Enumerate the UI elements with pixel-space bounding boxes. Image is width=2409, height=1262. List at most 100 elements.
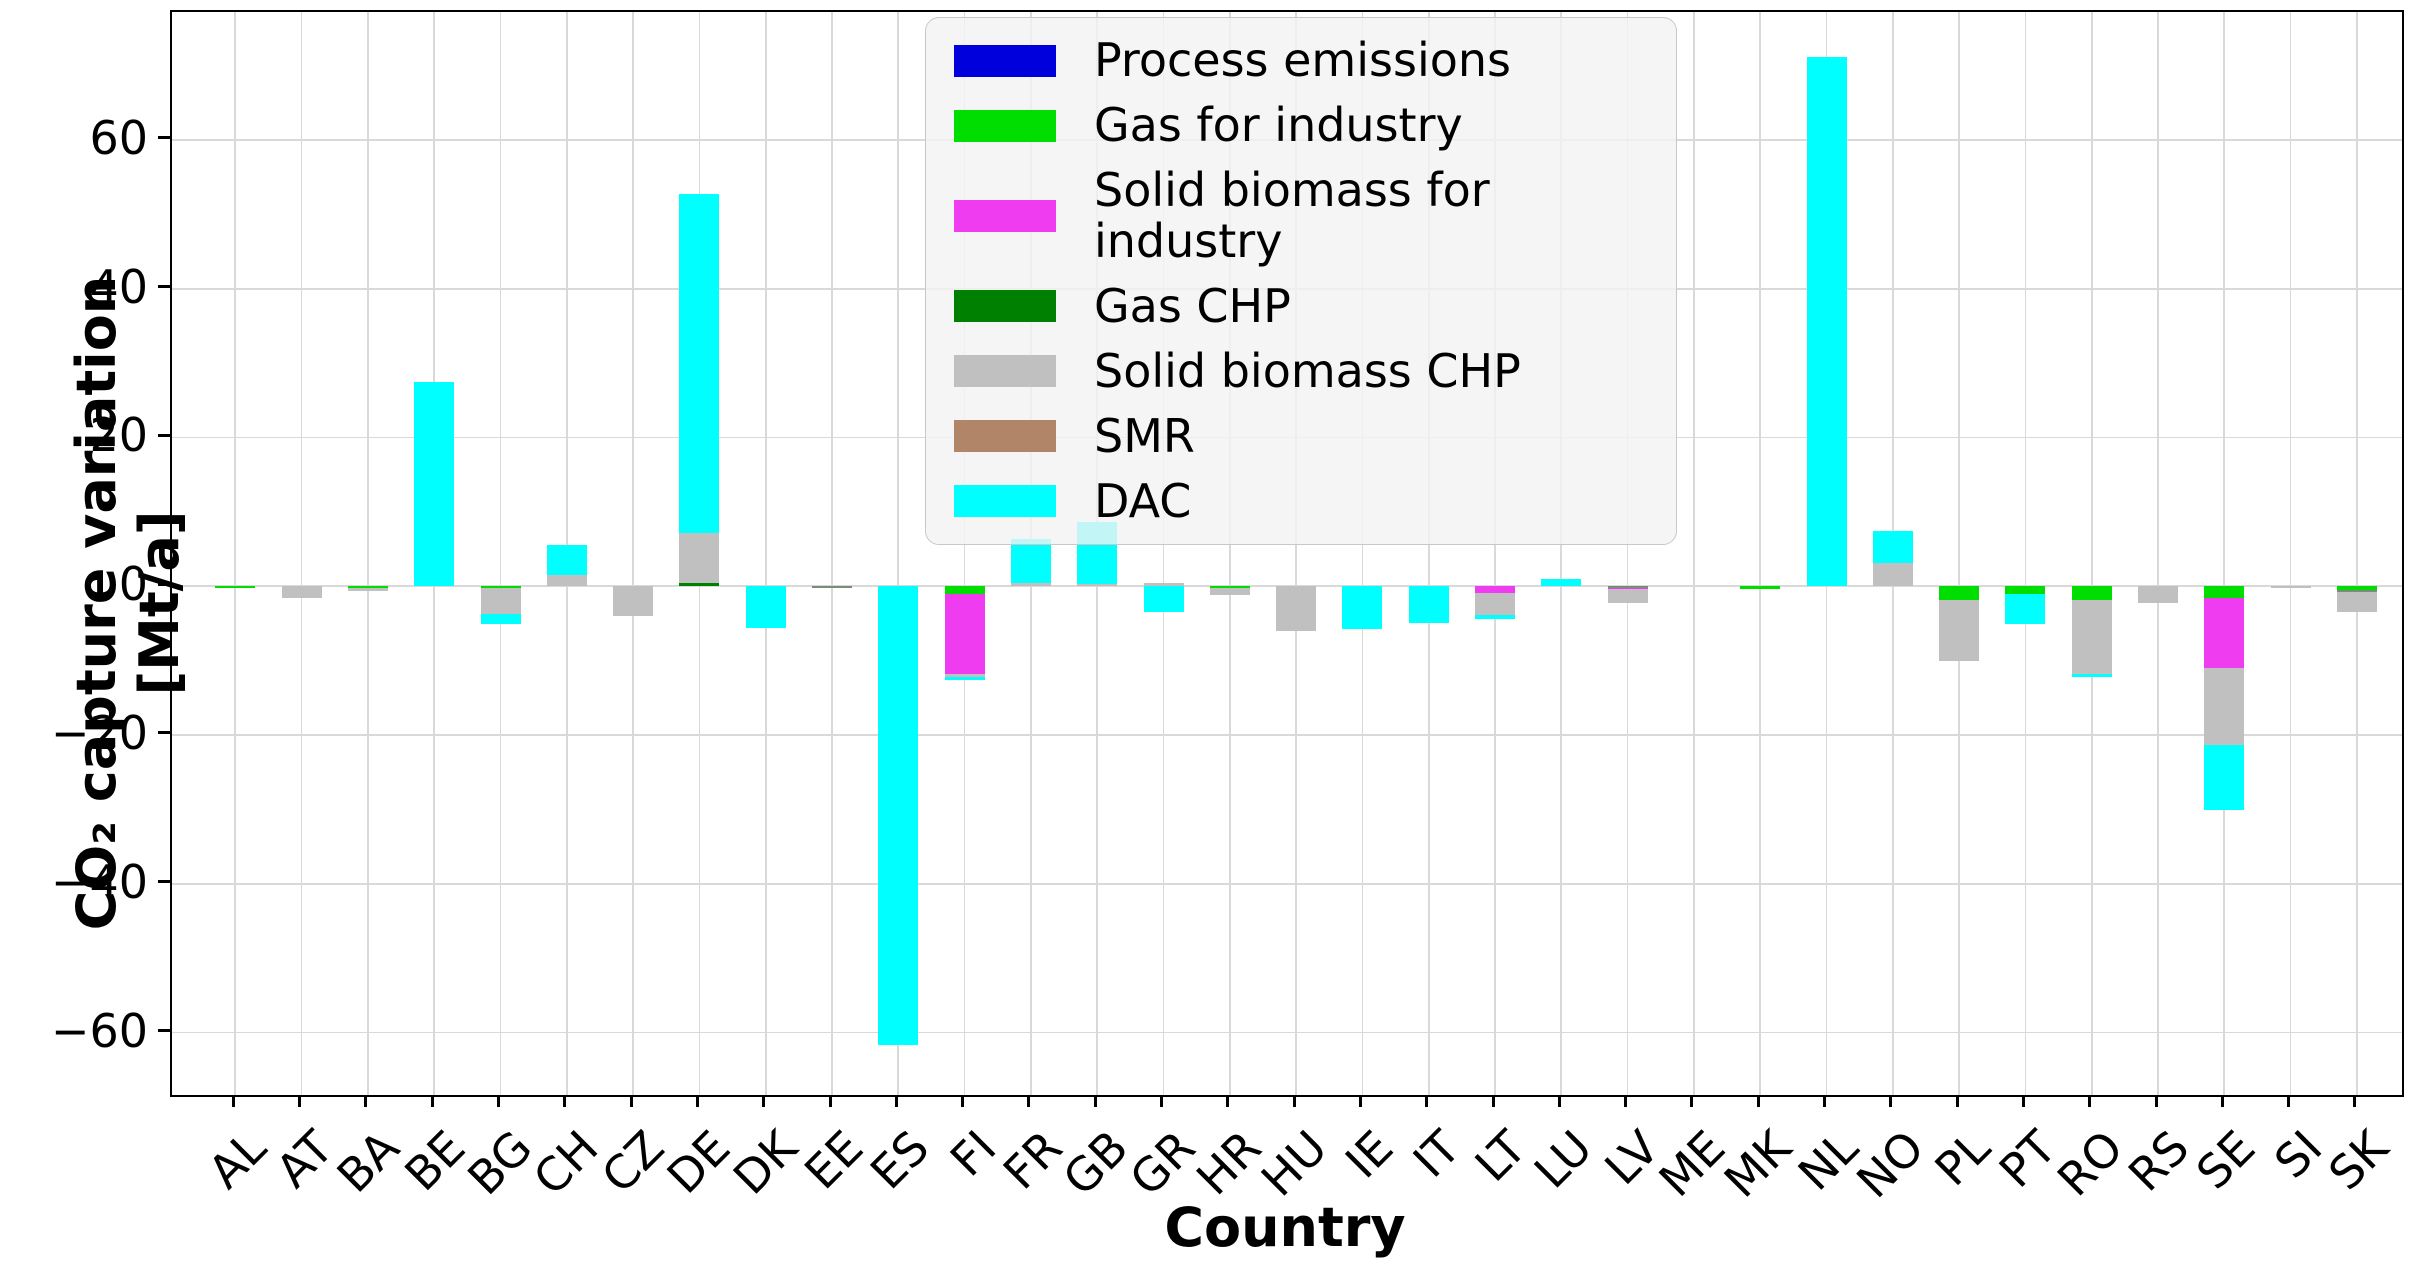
bar-BG-dac: [480, 614, 521, 625]
x-tick-label-DK: DK: [722, 1120, 808, 1205]
gridline-x-MK: [1759, 12, 1762, 1095]
x-tick-label-SK: SK: [2318, 1120, 2399, 1201]
x-tick-mark: [2353, 1095, 2357, 1107]
y-tick-mark: [158, 731, 170, 735]
bar-BE-dac: [414, 381, 455, 587]
gridline-x-IE: [1361, 12, 1364, 1095]
gridline-x-BA: [367, 12, 369, 1095]
x-tick-mark: [298, 1095, 302, 1107]
x-tick-mark: [2154, 1095, 2158, 1107]
bar-GR-dac: [1143, 586, 1184, 613]
bar-DE-gas-chp: [679, 582, 720, 587]
bar-GR-solid-biomass-chp: [1143, 582, 1184, 587]
bar-FI-solid-biomass-chp: [944, 673, 985, 678]
legend-swatch-icon: [954, 199, 1056, 232]
x-tick-mark: [1093, 1095, 1097, 1107]
bar-HR-gas-for-industry: [1209, 586, 1250, 589]
bar-PL-solid-biomass-chp: [1939, 600, 1980, 661]
bar-LV-solid-biomass-for-industry: [1607, 586, 1648, 590]
bar-HR-solid-biomass-chp: [1209, 588, 1250, 595]
legend-label: SMR: [1094, 409, 1195, 464]
bar-NO-solid-biomass-chp: [1872, 563, 1913, 587]
gridline-x-PT: [2024, 12, 2027, 1095]
y-tick-mark: [158, 136, 170, 140]
x-tick-mark: [762, 1095, 766, 1107]
bar-GB-solid-biomass-chp: [1077, 583, 1118, 587]
x-tick-mark: [1358, 1095, 1362, 1107]
bar-PT-gas-for-industry: [2005, 586, 2046, 594]
gridline-y--20: [172, 734, 2402, 736]
x-tick-mark: [1624, 1095, 1628, 1107]
legend-item-gas-chp: Gas CHP: [926, 281, 1676, 332]
x-tick-label-FR: FR: [992, 1120, 1073, 1200]
bar-CH-dac: [546, 545, 587, 576]
x-tick-mark: [828, 1095, 832, 1107]
bar-LT-solid-biomass-chp: [1475, 592, 1515, 616]
gridline-x-ME: [1693, 12, 1695, 1095]
x-tick-mark: [231, 1095, 235, 1107]
bar-BA-solid-biomass-chp: [347, 587, 388, 591]
gridline-x-FI: [963, 12, 966, 1095]
bar-MK-gas-for-industry: [1740, 586, 1781, 590]
x-tick-label-PT: PT: [1989, 1120, 2067, 1198]
legend-label: DAC: [1094, 474, 1192, 529]
y-tick-mark: [158, 1029, 170, 1033]
x-tick-mark: [1557, 1095, 1561, 1107]
x-tick-mark: [1889, 1095, 1893, 1107]
x-tick-label-LV: LV: [1593, 1120, 1669, 1196]
legend-swatch-icon: [954, 290, 1056, 323]
bar-SE-solid-biomass-for-industry: [2204, 598, 2245, 669]
legend-swatch-icon: [954, 485, 1056, 518]
x-tick-label-ES: ES: [860, 1120, 940, 1200]
bar-RO-solid-biomass-chp: [2071, 600, 2112, 674]
bar-FR-dac: [1010, 539, 1051, 583]
gridline-x-BG: [499, 12, 502, 1095]
x-tick-mark: [1690, 1095, 1694, 1107]
bar-FI-gas-for-industry: [944, 586, 985, 594]
x-tick-mark: [364, 1095, 368, 1107]
bar-RO-dac: [2071, 673, 2112, 677]
bar-SK-solid-biomass-chp: [2336, 592, 2377, 613]
legend-label: Gas CHP: [1094, 278, 1291, 333]
x-tick-mark: [1425, 1095, 1429, 1107]
legend-label: Solid biomass CHP: [1094, 344, 1521, 398]
gridline-x-GR: [1162, 12, 1165, 1095]
gridline-y-0: [172, 585, 2402, 588]
x-tick-mark: [2021, 1095, 2025, 1107]
bar-BG-gas-for-industry: [480, 586, 521, 588]
bar-SE-dac: [2204, 744, 2245, 811]
gridline-x-HR: [1228, 12, 1231, 1095]
gridline-x-IT: [1427, 12, 1430, 1095]
bar-AL-gas-for-industry: [215, 586, 256, 589]
bar-LU-dac: [1541, 578, 1582, 587]
gridline-x-LT: [1494, 12, 1496, 1095]
x-axis-label: Country: [1164, 1196, 1406, 1259]
y-tick-label--20: −20: [50, 705, 148, 760]
legend-item-dac: DAC: [926, 476, 1676, 527]
x-tick-mark: [2220, 1095, 2224, 1107]
bar-SI-solid-biomass-chp: [2270, 586, 2311, 589]
bar-NL-dac: [1806, 57, 1847, 587]
gridline-x-RO: [2090, 12, 2093, 1095]
bar-SE-solid-biomass-chp: [2204, 668, 2245, 745]
x-tick-mark: [497, 1095, 500, 1107]
legend-swatch-icon: [954, 109, 1056, 142]
bar-AT-solid-biomass-chp: [281, 586, 322, 599]
gridline-x-AL: [234, 12, 237, 1095]
bar-RS-solid-biomass-chp: [2138, 586, 2178, 603]
x-tick-mark: [894, 1095, 898, 1107]
bar-LT-solid-biomass-for-industry: [1475, 586, 1515, 593]
bar-LT-dac: [1475, 615, 1515, 619]
x-tick-label-PL: PL: [1924, 1120, 2001, 1197]
gridline-x-PL: [1958, 12, 1960, 1095]
bar-ES-dac: [878, 586, 919, 1046]
bar-PL-gas-for-industry: [1939, 586, 1980, 601]
legend-label: Gas for industry: [1094, 98, 1463, 153]
legend-label: Process emissions: [1094, 33, 1511, 88]
x-tick-mark: [1027, 1095, 1031, 1107]
gridline-x-CZ: [632, 12, 634, 1095]
legend-item-solid-biomass-for-industry: Solid biomass for industry: [926, 165, 1676, 266]
bar-DK-dac: [745, 586, 786, 628]
bar-LV-solid-biomass-chp: [1607, 589, 1648, 603]
